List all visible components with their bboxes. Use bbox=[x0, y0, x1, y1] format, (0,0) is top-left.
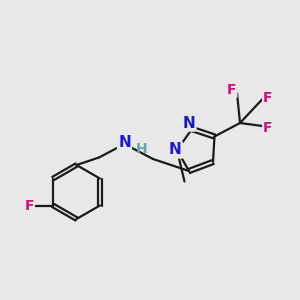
Text: F: F bbox=[227, 83, 236, 97]
Text: F: F bbox=[263, 91, 273, 104]
Text: N: N bbox=[169, 142, 182, 158]
Text: H: H bbox=[136, 142, 148, 156]
Text: F: F bbox=[24, 199, 34, 212]
Text: F: F bbox=[263, 121, 273, 134]
Text: N: N bbox=[183, 116, 195, 130]
Text: N: N bbox=[118, 135, 131, 150]
